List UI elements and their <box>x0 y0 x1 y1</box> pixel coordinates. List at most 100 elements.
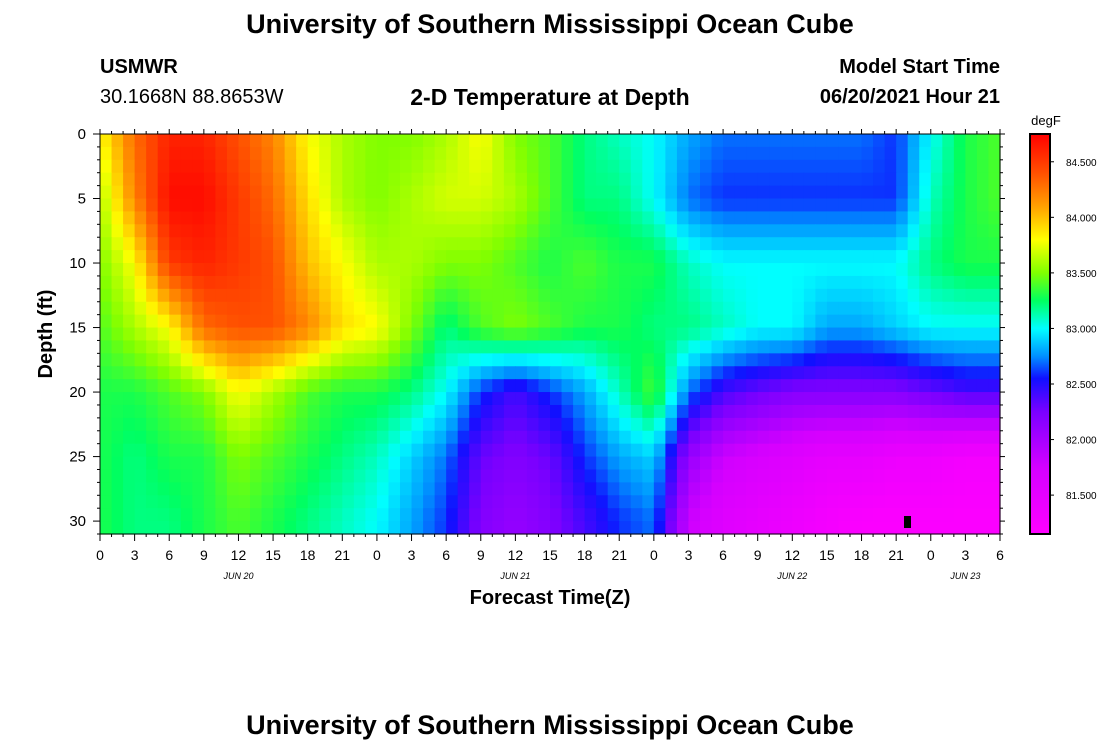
heatmap-cell <box>446 508 459 522</box>
heatmap-cell <box>700 495 713 509</box>
heatmap-cell <box>688 327 701 342</box>
heatmap-cell <box>665 417 678 432</box>
heatmap-cell <box>861 379 874 393</box>
heatmap-cell <box>861 430 874 445</box>
heatmap-cell <box>226 301 240 316</box>
heatmap-cell <box>642 224 655 238</box>
heatmap-cell <box>826 417 840 432</box>
heatmap-cell <box>861 172 874 187</box>
heatmap-cell <box>365 469 378 483</box>
heatmap-cell <box>792 146 805 161</box>
heatmap-cell <box>676 495 690 509</box>
heatmap-cell <box>365 263 378 277</box>
heatmap-cell <box>573 417 586 432</box>
heatmap-cell <box>630 482 643 496</box>
heatmap-cell <box>619 482 632 496</box>
heatmap-cell <box>561 134 574 148</box>
heatmap-cell <box>353 521 366 535</box>
heatmap-cell <box>146 263 159 277</box>
heatmap-cell <box>423 146 436 161</box>
heatmap-cell <box>492 237 505 251</box>
heatmap-cell <box>457 469 470 483</box>
heatmap-cell <box>723 250 736 264</box>
heatmap-cell <box>757 353 770 367</box>
heatmap-cell <box>988 521 1001 535</box>
heatmap-cell <box>261 379 274 393</box>
heatmap-cell <box>365 482 378 496</box>
heatmap-cell <box>342 134 355 148</box>
heatmap-cell <box>134 237 147 251</box>
heatmap-cell <box>261 275 274 290</box>
heatmap-cell <box>342 237 355 251</box>
heatmap-cell <box>480 172 493 187</box>
heatmap-cell <box>630 495 643 509</box>
heatmap-cell <box>261 185 274 200</box>
heatmap-cell <box>584 340 597 354</box>
model-start-label: Model Start Time <box>839 56 1000 78</box>
heatmap-cell <box>780 392 793 406</box>
heatmap-cell <box>953 404 966 419</box>
heatmap-cell <box>953 521 966 535</box>
heatmap-cell <box>676 314 690 329</box>
heatmap-cell <box>838 275 851 290</box>
heatmap-cell <box>792 237 805 251</box>
heatmap-cell <box>376 340 390 354</box>
heatmap-cell <box>919 340 932 354</box>
heatmap-cell <box>746 185 759 200</box>
heatmap-cell <box>238 495 251 509</box>
heatmap-cell <box>884 146 897 161</box>
heatmap-cell <box>561 314 574 329</box>
heatmap-cell <box>226 379 240 393</box>
heatmap-cell <box>215 198 228 213</box>
heatmap-cell <box>930 314 943 329</box>
heatmap-cell <box>630 172 643 187</box>
heatmap-cell <box>653 237 666 251</box>
heatmap-cell <box>215 237 228 251</box>
heatmap-cell <box>469 275 482 290</box>
heatmap-cell <box>953 288 966 303</box>
heatmap-cell <box>296 159 309 174</box>
heatmap-cell <box>434 443 447 458</box>
heatmap-cell <box>250 456 263 471</box>
heatmap-cell <box>169 198 182 213</box>
heatmap-cell <box>319 211 332 225</box>
heatmap-cell <box>284 417 297 432</box>
heatmap-cell <box>319 185 332 200</box>
heatmap-cell <box>630 340 643 354</box>
heatmap-cell <box>215 469 228 483</box>
heatmap-cell <box>100 456 113 471</box>
heatmap-cell <box>734 314 747 329</box>
heatmap-cell <box>734 134 747 148</box>
heatmap-cell <box>180 404 193 419</box>
heatmap-cell <box>146 250 159 264</box>
heatmap-cell <box>942 404 955 419</box>
heatmap-cell <box>780 314 793 329</box>
heatmap-cell <box>434 146 447 161</box>
heatmap-cell <box>792 211 805 225</box>
heatmap-cell <box>746 379 759 393</box>
heatmap-cell <box>630 288 643 303</box>
heatmap-cell <box>965 250 978 264</box>
heatmap-cell <box>157 392 170 406</box>
heatmap-cell <box>342 404 355 419</box>
heatmap-cell <box>723 146 736 161</box>
heatmap-cell <box>803 340 816 354</box>
heatmap-cell <box>353 172 366 187</box>
heatmap-cell <box>446 314 459 329</box>
heatmap-cell <box>734 521 747 535</box>
heatmap-cell <box>134 198 147 213</box>
heatmap-cell <box>434 456 447 471</box>
heatmap-cell <box>261 224 274 238</box>
heatmap-cell <box>653 379 666 393</box>
heatmap-cell <box>907 327 920 342</box>
heatmap-cell <box>180 134 193 148</box>
heatmap-cell <box>861 134 874 148</box>
heatmap-cell <box>988 482 1001 496</box>
heatmap-cell <box>965 482 978 496</box>
heatmap-cell <box>965 172 978 187</box>
heatmap-cell <box>942 443 955 458</box>
heatmap-cell <box>873 327 886 342</box>
heatmap-cell <box>111 340 124 354</box>
heatmap-cell <box>942 275 955 290</box>
heatmap-cell <box>596 237 609 251</box>
